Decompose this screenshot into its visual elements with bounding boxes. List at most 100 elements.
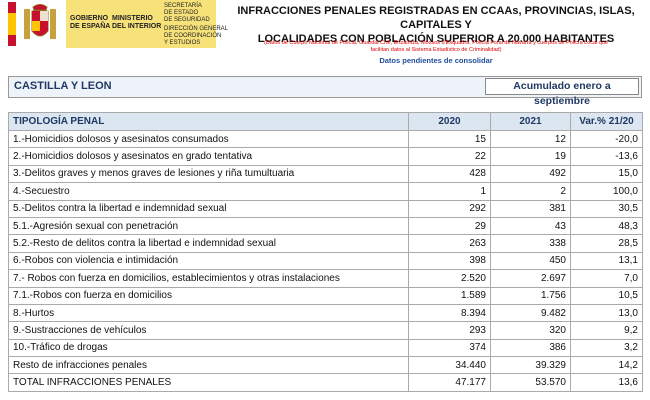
flag-stripe (8, 2, 16, 46)
row-label: 6.-Robos con violencia e intimidación (8, 251, 409, 271)
cell: 386 (490, 338, 571, 358)
cell: 14,2 (570, 356, 643, 375)
row-label: 4.-Secuestro (8, 182, 409, 201)
table-row: 5.2.-Resto de delitos contra la libertad… (8, 234, 643, 253)
cell: 39.329 (490, 356, 571, 375)
row-label: 7.1.-Robos con fuerza en domicilios (8, 286, 409, 305)
ministry-text: MINISTERIO DEL INTERIOR (112, 15, 161, 31)
cell: 29 (408, 216, 491, 236)
cell: 9,2 (570, 321, 643, 340)
region-bar (8, 76, 642, 98)
cell: 100,0 (570, 182, 643, 201)
cell: 15 (408, 129, 491, 149)
row-label: 5.2.-Resto de delitos contra la libertad… (8, 234, 409, 253)
cell: 263 (408, 234, 491, 253)
cell: 30,5 (570, 199, 643, 218)
cell: 1.756 (490, 286, 571, 305)
row-label: 8.-Hurtos (8, 303, 409, 323)
table-row: 2.-Homicidios dolosos y asesinatos en gr… (8, 147, 643, 166)
cell: 12 (490, 129, 571, 149)
text-line: DE COORDINACIÓN (164, 33, 222, 39)
cell: 2.697 (490, 269, 571, 288)
row-label: 5.-Delitos contra la libertad e indemnid… (8, 199, 409, 218)
cell: 7,0 (570, 269, 643, 288)
text-line: MINISTERIO (112, 15, 153, 22)
note-line: (Datos de Cuerpo Nacional de Policía, Gu… (263, 40, 609, 46)
source-note: (Datos de Cuerpo Nacional de Policía, Gu… (222, 40, 650, 54)
cell: 43 (490, 216, 571, 236)
table-row: 4.-Secuestro 1 2 100,0 (8, 182, 643, 201)
row-label: 3.-Delitos graves y menos graves de lesi… (8, 164, 409, 184)
cell: 13,1 (570, 251, 643, 271)
header-row: TIPOLOGÍA PENAL 2020 2021 Var.% 21/20 (8, 112, 643, 131)
cell: 381 (490, 199, 571, 218)
cell: 292 (408, 199, 491, 218)
text-line: DIRECCIÓN GENERAL (164, 26, 229, 32)
cell: 293 (408, 321, 491, 340)
title-line: LOCALIDADES CON POBLACIÓN SUPERIOR A 20.… (257, 33, 615, 45)
row-label: 2.-Homicidios dolosos y asesinatos en gr… (8, 147, 409, 166)
column-header: TIPOLOGÍA PENAL (8, 112, 409, 131)
cell: 34.440 (408, 356, 491, 375)
title-line: INFRACCIONES PENALES REGISTRADAS EN CCAA… (237, 5, 635, 31)
government-text: GOBIERNO DE ESPAÑA (70, 15, 110, 31)
page-title: INFRACCIONES PENALES REGISTRADAS EN CCAA… (222, 4, 650, 46)
logo-background (66, 0, 216, 48)
row-label: 9.-Sustracciones de vehículos (8, 321, 409, 340)
cell: 1 (408, 182, 491, 201)
table-row: 9.-Sustracciones de vehículos 293 320 9,2 (8, 321, 643, 340)
secretariat-text: SECRETARÍA DE ESTADO DE SEGURIDAD (164, 3, 210, 24)
cell: 13,0 (570, 303, 643, 323)
row-label: Resto de infracciones penales (8, 356, 409, 375)
cell: 428 (408, 164, 491, 184)
period-box: Acumulado enero a septiembre (485, 78, 639, 107)
text-line: DE ESTADO (164, 10, 199, 16)
cell: 3,2 (570, 338, 643, 358)
row-label: 1.-Homicidios dolosos y asesinatos consu… (8, 129, 409, 149)
cell: 10,5 (570, 286, 643, 305)
cell: 15,0 (570, 164, 643, 184)
row-label: TOTAL INFRACCIONES PENALES (8, 373, 409, 392)
cell: 13,6 (570, 373, 643, 392)
cell: 320 (490, 321, 571, 340)
table-row: 8.-Hurtos 8.394 9.482 13,0 (8, 303, 643, 323)
cell: 2 (490, 182, 571, 201)
cell: 28,5 (570, 234, 643, 253)
cell: 398 (408, 251, 491, 271)
cell: 53.570 (490, 373, 571, 392)
table-row: TOTAL INFRACCIONES PENALES 47.177 53.570 13… (8, 373, 643, 392)
table-row: 5.1.-Agresión sexual con penetración 29 43… (8, 216, 643, 236)
text-line: GOBIERNO (70, 15, 109, 22)
row-label: 7.- Robos con fuerza en domicilios, esta… (8, 269, 409, 288)
cell: -20,0 (570, 129, 643, 149)
table-row: 1.-Homicidios dolosos y asesinatos consu… (8, 129, 643, 149)
status-note: Datos pendientes de consolidar (379, 56, 493, 65)
cell: 48,3 (570, 216, 643, 236)
region-name: CASTILLA Y LEON (14, 80, 112, 92)
text-line: DE ESPAÑA (70, 23, 111, 30)
coat-of-arms (24, 4, 56, 39)
text-line: SECRETARÍA (164, 3, 202, 9)
note-line: facilitan datos al Sistema Estadístico d… (370, 47, 502, 53)
column-header: Var.% 21/20 (570, 112, 643, 131)
row-label: 5.1.-Agresión sexual con penetración (8, 216, 409, 236)
table-row: 7.- Robos con fuerza en domicilios, esta… (8, 269, 643, 288)
cell: 19 (490, 147, 571, 166)
column-header: 2021 (490, 112, 571, 131)
table-row: 6.-Robos con violencia e intimidación 398… (8, 251, 643, 271)
table-row: 7.1.-Robos con fuerza en domicilios 1.589… (8, 286, 643, 305)
row-label: 10.-Tráfico de drogas (8, 338, 409, 358)
column-header: 2020 (408, 112, 491, 131)
cell: 22 (408, 147, 491, 166)
crime-table: TIPOLOGÍA PENAL 2020 2021 Var.% 21/20 1.-Ho… (8, 112, 643, 392)
table-row: 10.-Tráfico de drogas 374 386 3,2 (8, 338, 643, 358)
text-line: DE SEGURIDAD (164, 17, 210, 23)
cell: 374 (408, 338, 491, 358)
cell: 450 (490, 251, 571, 271)
cell: 2.520 (408, 269, 491, 288)
cell: 8.394 (408, 303, 491, 323)
cell: 492 (490, 164, 571, 184)
cell: 1.589 (408, 286, 491, 305)
